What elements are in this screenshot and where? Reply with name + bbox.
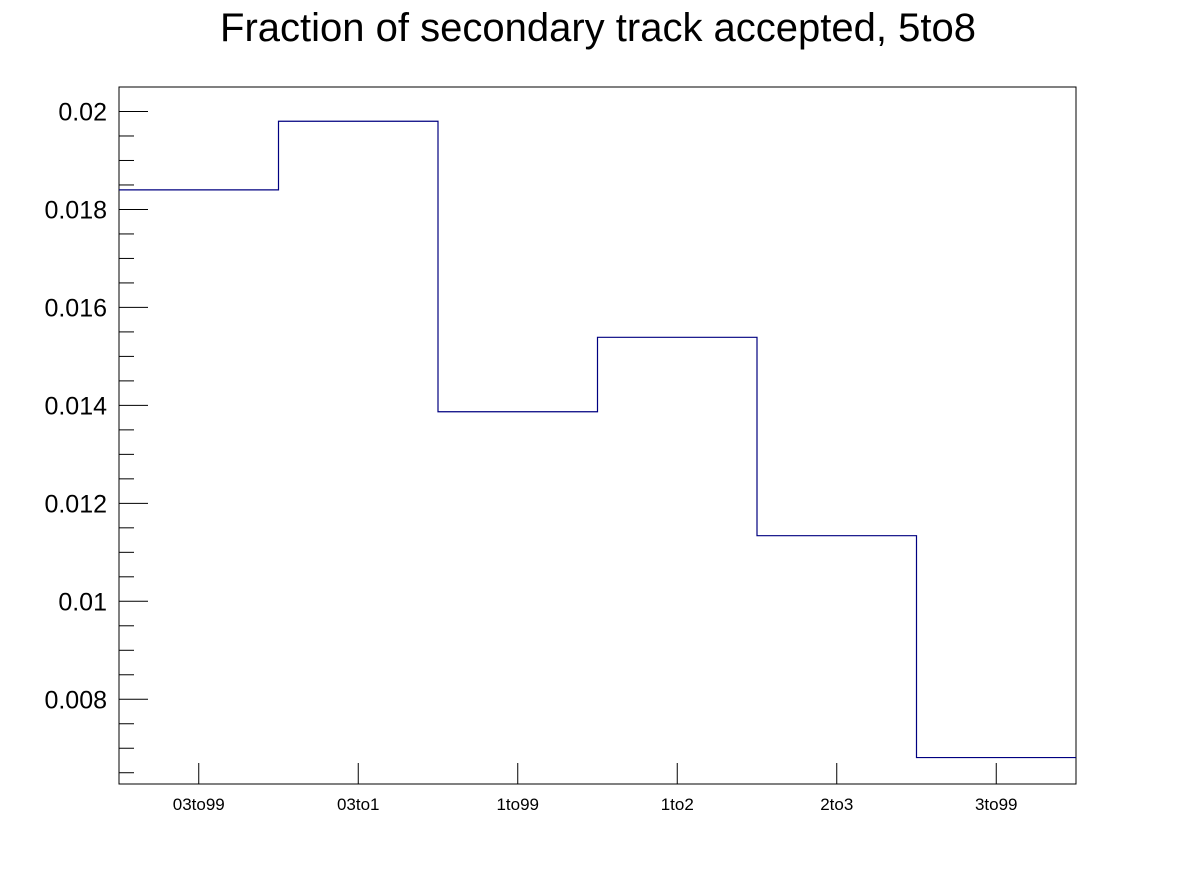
y-axis-ticks [119, 86, 148, 774]
x-tick-label: 3to99 [975, 795, 1018, 814]
y-tick-label: 0.01 [58, 588, 107, 616]
histogram-bin-03to99 [119, 190, 279, 784]
chart-title: Fraction of secondary track accepted, 5t… [220, 6, 976, 50]
y-tick-label: 0.018 [44, 196, 107, 224]
histogram-bin-2to3 [757, 536, 917, 784]
y-tick-label: 0.008 [44, 686, 107, 714]
histogram-bin-1to99 [438, 412, 598, 784]
x-axis-labels: 03to99 03to1 1to99 1to2 2to3 3to99 [173, 795, 1018, 814]
x-tick-label: 1to2 [661, 795, 694, 814]
x-tick-label: 03to99 [173, 795, 225, 814]
y-tick-label: 0.02 [58, 98, 107, 126]
y-axis-labels: 0.008 0.01 0.012 0.014 0.016 0.018 0.02 [44, 98, 107, 714]
plot-frame [118, 86, 1077, 785]
histogram-bins [119, 121, 1076, 784]
y-tick-label: 0.014 [44, 392, 107, 420]
x-tick-label: 2to3 [820, 795, 853, 814]
x-tick-label: 1to99 [496, 795, 539, 814]
x-axis-ticks [198, 763, 997, 784]
histogram-bin-03to1 [279, 121, 439, 784]
x-tick-label: 03to1 [337, 795, 380, 814]
histogram-bin-3to99 [917, 758, 1077, 784]
histogram-bin-1to2 [598, 337, 758, 784]
histogram-series-line [119, 120, 1076, 759]
y-tick-label: 0.016 [44, 294, 107, 322]
y-tick-label: 0.012 [44, 490, 107, 518]
